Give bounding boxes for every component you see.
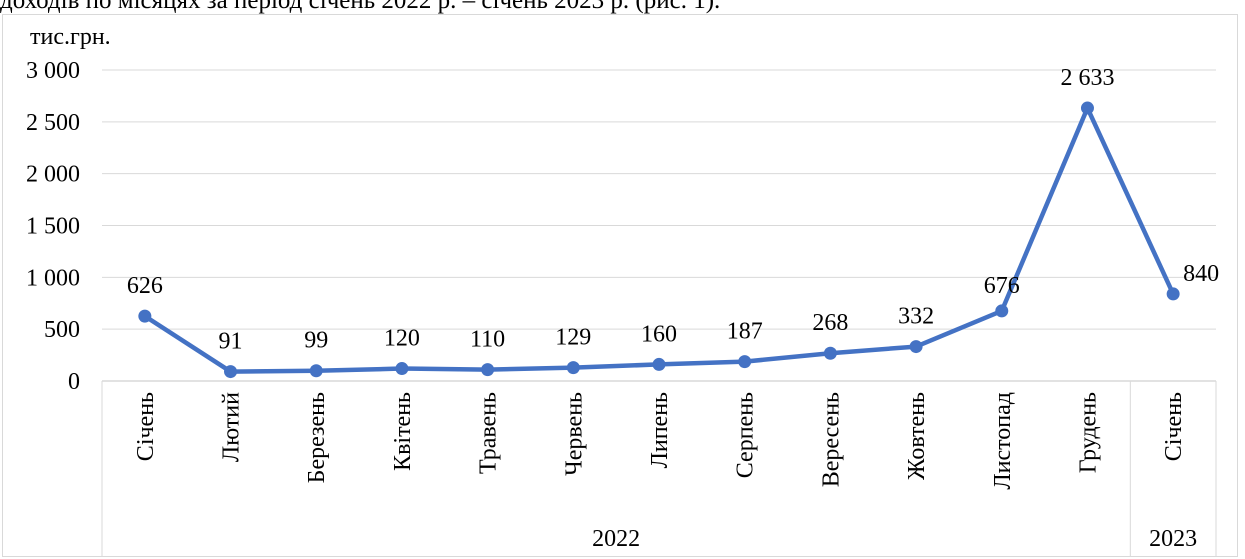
y-axis-tick-labels: 0 500 1 000 1 500 2 000 2 500 3 000 (26, 58, 80, 395)
data-label: 626 (127, 273, 163, 299)
group-label: 2022 (592, 526, 640, 552)
data-point (566, 361, 580, 375)
grid-lines (102, 69, 1216, 330)
y-tick-label: 0 (68, 369, 80, 395)
data-point (652, 357, 666, 371)
y-tick-label: 500 (44, 317, 80, 343)
y-tick-label: 1 000 (26, 265, 80, 291)
data-labels: 626 91 99 120 110 129 160 187 268 332 676 2 633 840 (127, 65, 1219, 355)
x-tick-label: Червень (561, 392, 587, 476)
x-tick-label: Квітень (390, 392, 416, 471)
x-tick-label: Лютий (219, 392, 245, 462)
x-tick-label: Березень (304, 392, 330, 483)
data-point (823, 346, 837, 360)
x-tick-label: Січень (1161, 392, 1187, 461)
data-point (1166, 287, 1180, 301)
data-point (138, 309, 152, 323)
data-label: 268 (812, 310, 848, 336)
category-axis: 2022 2023 Січень Лютий Березень Квітень Травен… (101, 380, 1217, 557)
data-point (481, 363, 495, 377)
x-tick-label: Січень (133, 392, 159, 461)
x-tick-label: Листопад (990, 392, 1016, 490)
figure-caption: доходів по місяцях за період січень 2022… (0, 0, 721, 14)
y-tick-label: 2 500 (26, 110, 80, 136)
data-point (1080, 101, 1094, 115)
y-axis-label: тис.грн. (30, 24, 111, 50)
data-point (995, 304, 1009, 318)
data-label: 332 (898, 304, 934, 330)
data-point (738, 355, 752, 369)
data-point (224, 365, 238, 379)
data-point (909, 340, 923, 354)
series-line (138, 101, 1180, 379)
x-tick-label: Жовтень (904, 392, 930, 480)
data-point (395, 362, 409, 376)
data-label: 160 (641, 321, 677, 347)
data-label: 187 (727, 319, 763, 345)
x-tick-label: Серпень (733, 392, 759, 478)
x-tick-label: Травень (476, 392, 502, 474)
y-tick-label: 3 000 (26, 58, 80, 84)
chart-frame (2, 14, 1238, 557)
data-label: 840 (1183, 261, 1219, 287)
y-tick-label: 2 000 (26, 162, 80, 188)
x-tick-label: Липень (647, 392, 673, 468)
data-label: 2 633 (1060, 65, 1114, 91)
group-label: 2023 (1149, 526, 1197, 552)
data-label: 120 (384, 326, 420, 352)
data-label: 99 (304, 328, 328, 354)
data-label: 676 (984, 273, 1020, 299)
x-tick-label: Вересень (818, 392, 844, 487)
y-tick-label: 1 500 (26, 214, 80, 240)
x-tick-label: Грудень (1075, 392, 1101, 473)
data-point (309, 364, 323, 378)
data-label: 129 (555, 325, 591, 351)
data-label: 91 (219, 329, 243, 355)
data-label: 110 (470, 327, 505, 353)
